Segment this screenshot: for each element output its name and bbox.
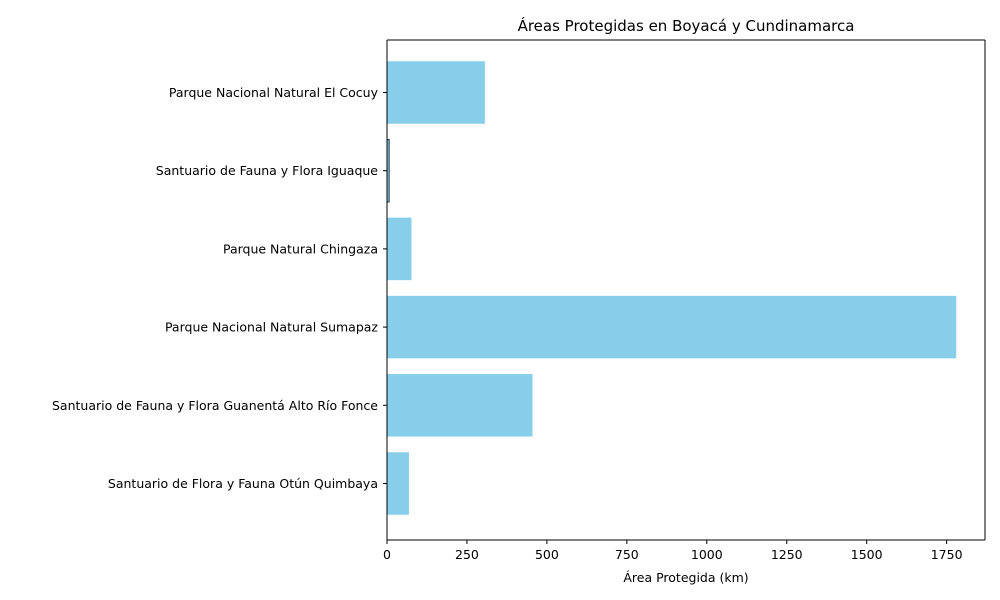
y-tick-label: Santuario de Flora y Fauna Otún Quimbaya	[108, 476, 378, 491]
bar	[387, 374, 533, 437]
chart-title: Áreas Protegidas en Boyacá y Cundinamarc…	[518, 16, 855, 35]
x-tick-label: 1500	[851, 547, 883, 562]
bar	[387, 295, 957, 359]
y-tick-label: Parque Nacional Natural Sumapaz	[165, 320, 378, 335]
x-tick-label: 250	[455, 547, 479, 562]
x-tick-label: 1000	[691, 547, 723, 562]
y-tick-label: Parque Natural Chingaza	[223, 241, 378, 256]
y-tick-label: Santuario de Fauna y Flora Iguaque	[156, 163, 379, 178]
x-axis-label: Área Protegida (km)	[623, 570, 748, 585]
x-tick-label: 500	[535, 547, 559, 562]
x-tick-label: 1750	[931, 547, 963, 562]
bar	[387, 61, 485, 124]
y-axis: Parque Nacional Natural El Cocuy Santuari…	[52, 85, 387, 491]
bar	[387, 217, 412, 281]
y-tick-label: Parque Nacional Natural El Cocuy	[169, 85, 379, 100]
x-tick-label: 750	[615, 547, 639, 562]
x-tick-label: 1250	[771, 547, 803, 562]
bar	[387, 452, 409, 515]
x-tick-label: 0	[383, 547, 391, 562]
x-axis: 0 250 500 750 1000 1250 1500 1750	[383, 540, 963, 562]
y-tick-label: Santuario de Fauna y Flora Guanentá Alto…	[52, 398, 378, 413]
bars-group	[386, 61, 957, 515]
